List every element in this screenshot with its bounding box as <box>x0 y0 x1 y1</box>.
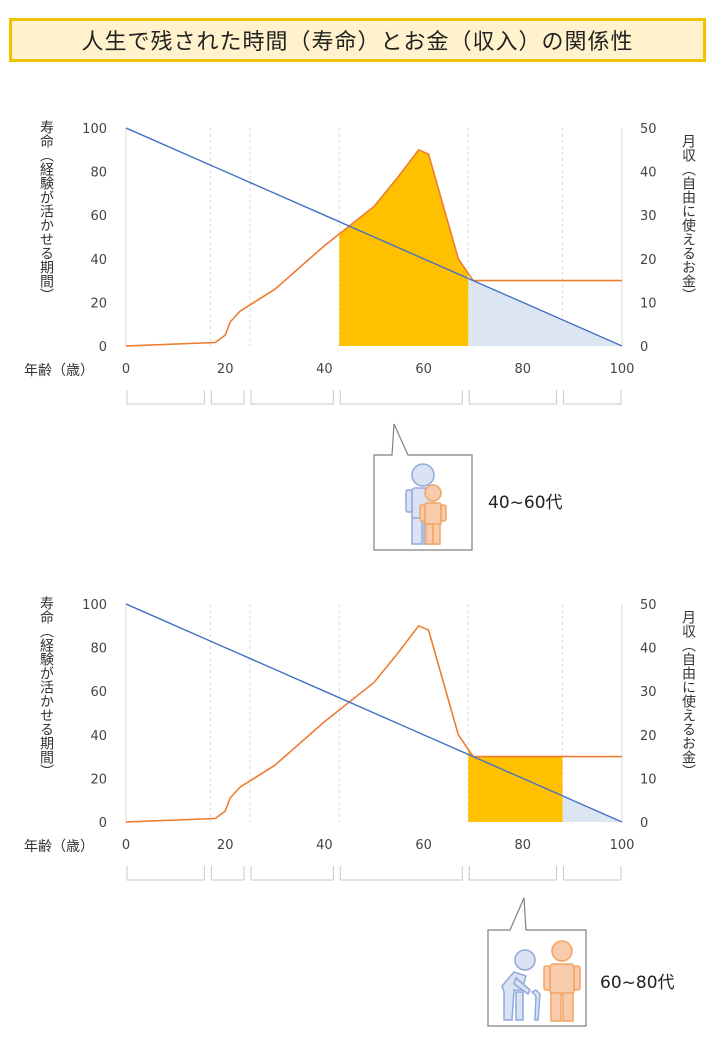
period-bracket <box>562 866 622 881</box>
period-bracket <box>339 866 463 881</box>
y-right-tick-label: 40 <box>640 166 657 181</box>
x-tick-label: 80 <box>515 838 532 853</box>
title-banner: 人生で残された時間（寿命）とお金（収入）の関係性 <box>9 18 706 62</box>
period-bracket <box>250 866 334 881</box>
period-bracket <box>562 390 622 405</box>
chart-svg-top: 0 20 40 60 80 100 0 10 20 30 40 50 0 20 40 60 80 100 <box>82 122 657 405</box>
x-tick-label: 0 <box>122 362 130 377</box>
right-axis-label: 月収（自由に使えるお金） <box>680 134 696 302</box>
income-line <box>125 148 622 347</box>
period-bracket <box>210 866 245 881</box>
x-tick-label: 100 <box>610 838 635 853</box>
period-bracket <box>126 390 205 405</box>
callout-label-top: 40~60代 <box>488 493 563 513</box>
life-line <box>125 603 623 823</box>
y-left-tick-label: 40 <box>90 253 107 268</box>
chart-top: 0 20 40 60 80 100 0 10 20 30 40 50 0 20 40 60 80 100 寿命（経… <box>0 108 720 428</box>
callout-parent-child <box>372 420 476 552</box>
y-right-tick-label: 30 <box>640 685 657 700</box>
y-left-tick-label: 100 <box>82 598 107 613</box>
y-right-tick-label: 10 <box>640 772 657 787</box>
y-right-tick-label: 40 <box>640 642 657 657</box>
y-right-tick-label: 50 <box>640 122 657 137</box>
x-tick-label: 60 <box>415 838 432 853</box>
x-tick-label: 100 <box>610 362 635 377</box>
y-left-tick-label: 20 <box>90 296 107 311</box>
y-left-tick-label: 60 <box>90 685 107 700</box>
income-line <box>125 624 622 823</box>
period-bracket <box>210 390 245 405</box>
y-left-tick-label: 40 <box>90 729 107 744</box>
callout-label-bottom: 60~80代 <box>600 973 675 993</box>
elderly-and-adult-icon <box>487 897 587 1027</box>
y-left-tick-label: 20 <box>90 772 107 787</box>
left-axis-label: 寿命（経験が活かせる期間） <box>38 120 54 302</box>
period-bracket <box>339 390 463 405</box>
highlight-area <box>339 149 469 346</box>
y-left-tick-label: 0 <box>99 816 107 831</box>
x-axis-label: 年齢（歳） <box>24 363 94 379</box>
remaining-area <box>562 795 622 822</box>
y-left-tick-label: 80 <box>90 166 107 181</box>
x-tick-label: 80 <box>515 362 532 377</box>
x-axis-label: 年齢（歳） <box>24 839 94 855</box>
y-right-tick-label: 20 <box>640 253 657 268</box>
y-left-tick-label: 0 <box>99 340 107 355</box>
y-right-tick-label: 20 <box>640 729 657 744</box>
highlight-area <box>468 749 563 822</box>
chart-svg-bottom: 0 20 40 60 80 100 0 10 20 30 40 50 0 20 40 60 80 100 <box>82 598 657 881</box>
page-title: 人生で残された時間（寿命）とお金（収入）の関係性 <box>81 30 634 55</box>
y-right-tick-label: 50 <box>640 598 657 613</box>
y-right-tick-label: 30 <box>640 209 657 224</box>
x-tick-label: 40 <box>316 838 333 853</box>
y-right-tick-label: 0 <box>640 340 648 355</box>
life-line <box>125 127 623 347</box>
chart-bottom: 0 20 40 60 80 100 0 10 20 30 40 50 0 20 40 60 80 100 寿命（経… <box>0 584 720 904</box>
right-axis-label: 月収（自由に使えるお金） <box>680 610 696 778</box>
x-tick-label: 40 <box>316 362 333 377</box>
y-right-tick-label: 10 <box>640 296 657 311</box>
callout-elderly-adult <box>486 894 590 1028</box>
x-tick-label: 60 <box>415 362 432 377</box>
period-bracket <box>468 866 558 881</box>
period-bracket <box>468 390 558 405</box>
y-right-tick-label: 0 <box>640 816 648 831</box>
x-tick-label: 0 <box>122 838 130 853</box>
y-left-tick-label: 100 <box>82 122 107 137</box>
left-axis-label: 寿命（経験が活かせる期間） <box>38 596 54 778</box>
period-bracket <box>126 866 205 881</box>
x-tick-label: 20 <box>217 838 234 853</box>
parent-and-child-icon <box>373 423 473 551</box>
y-left-tick-label: 80 <box>90 642 107 657</box>
y-left-tick-label: 60 <box>90 209 107 224</box>
period-bracket <box>250 390 334 405</box>
x-tick-label: 20 <box>217 362 234 377</box>
